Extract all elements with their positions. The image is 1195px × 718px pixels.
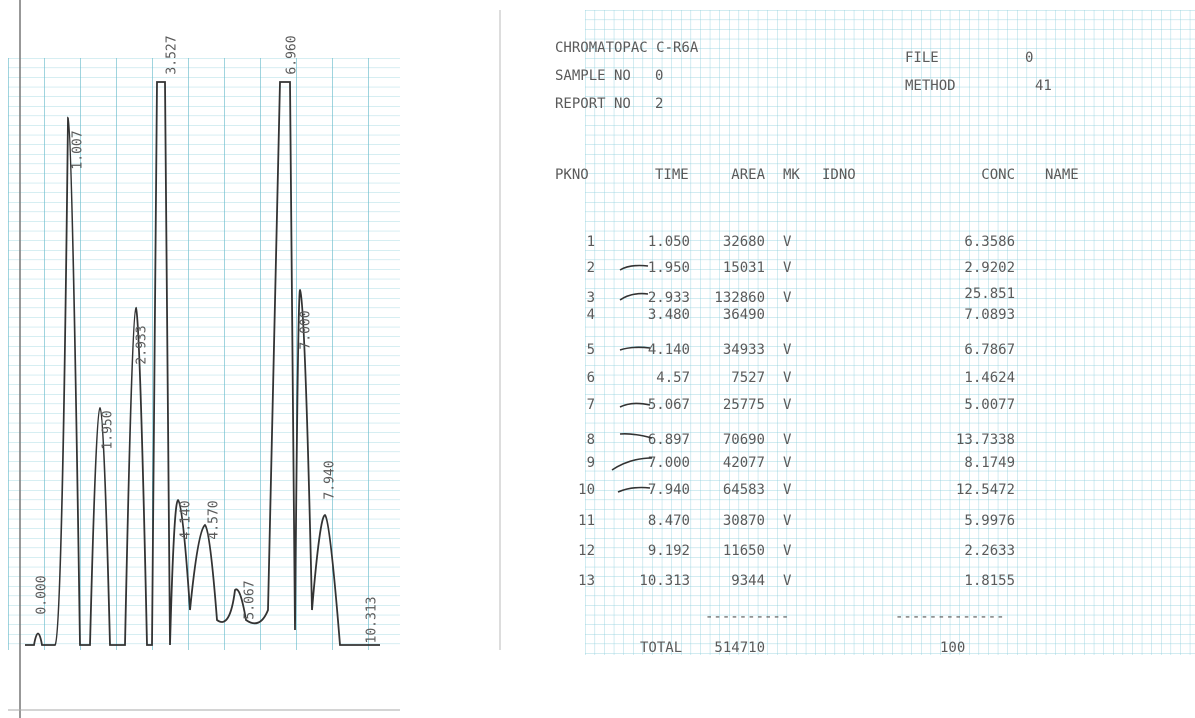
peak-label: 5.067 (243, 580, 258, 619)
area: 7527 (731, 370, 765, 386)
mk: V (783, 573, 792, 589)
peak-label: 7.940 (323, 460, 338, 499)
mk: V (783, 543, 792, 559)
peak-label: 1.007 (71, 130, 86, 169)
peak-label: 4.570 (207, 500, 222, 539)
area: 34933 (723, 342, 765, 358)
conc: 13.7338 (956, 432, 1015, 448)
mk: V (783, 260, 792, 276)
conc: 6.3586 (964, 234, 1015, 250)
time: 8.470 (648, 513, 690, 529)
pkno: 12 (578, 543, 595, 559)
conc: 5.0077 (964, 397, 1015, 413)
conc: 2.9202 (964, 260, 1015, 276)
area: 30870 (723, 513, 765, 529)
time: 1.950 (648, 260, 690, 276)
area: 132860 (714, 290, 765, 306)
column-header: TIME (655, 167, 689, 183)
mk: V (783, 290, 792, 306)
time: 10.313 (639, 573, 690, 589)
area: 64583 (723, 482, 765, 498)
mk: V (783, 455, 792, 471)
pkno: 9 (587, 455, 595, 471)
time: 4.140 (648, 342, 690, 358)
pkno: 13 (578, 573, 595, 589)
conc: 2.2633 (964, 543, 1015, 559)
sample-label: SAMPLE NO (555, 68, 631, 84)
report-value: 2 (655, 96, 663, 112)
conc: 6.7867 (964, 342, 1015, 358)
file-label: FILE (905, 50, 939, 66)
peak-label: 1.950 (101, 410, 116, 449)
column-header: NAME (1045, 167, 1079, 183)
area-separator: ---------- (705, 609, 789, 625)
area: 11650 (723, 543, 765, 559)
time: 4.57 (656, 370, 690, 386)
conc: 25.851 (964, 286, 1015, 302)
time: 5.067 (648, 397, 690, 413)
total-area: 514710 (714, 640, 765, 656)
peak-label: 10.313 (365, 597, 380, 644)
pkno: 6 (587, 370, 595, 386)
method-label: METHOD (905, 78, 956, 94)
sample-value: 0 (655, 68, 663, 84)
area: 36490 (723, 307, 765, 323)
area: 42077 (723, 455, 765, 471)
column-header: AREA (731, 167, 765, 183)
total-conc: 100 (940, 640, 965, 656)
mk: V (783, 234, 792, 250)
mk: V (783, 342, 792, 358)
time: 6.897 (648, 432, 690, 448)
time: 7.000 (648, 455, 690, 471)
conc: 1.4624 (964, 370, 1015, 386)
mk: V (783, 370, 792, 386)
conc: 1.8155 (964, 573, 1015, 589)
area: 32680 (723, 234, 765, 250)
pkno: 4 (587, 307, 595, 323)
pkno: 2 (587, 260, 595, 276)
time: 7.940 (648, 482, 690, 498)
conc: 7.0893 (964, 307, 1015, 323)
mk: V (783, 397, 792, 413)
total-label: TOTAL (640, 640, 682, 656)
peak-label: 7.000 (299, 310, 314, 349)
time: 9.192 (648, 543, 690, 559)
peak-label: 4.140 (179, 500, 194, 539)
area: 9344 (731, 573, 765, 589)
pkno: 8 (587, 432, 595, 448)
peak-label: 3.527 (165, 35, 180, 74)
time: 3.480 (648, 307, 690, 323)
column-header: MK (783, 167, 800, 183)
page: 0.0001.0071.9502.9333.5274.1404.5705.067… (0, 0, 1195, 718)
time: 2.933 (648, 290, 690, 306)
pkno: 11 (578, 513, 595, 529)
peak-label: 2.933 (135, 325, 150, 364)
instrument: CHROMATOPAC C-R6A (555, 40, 699, 56)
report-label: REPORT NO (555, 96, 631, 112)
time: 1.050 (648, 234, 690, 250)
method-value: 41 (1035, 78, 1052, 94)
pkno: 5 (587, 342, 595, 358)
pkno: 1 (587, 234, 595, 250)
pkno: 10 (578, 482, 595, 498)
area: 70690 (723, 432, 765, 448)
column-header: IDNO (822, 167, 856, 183)
mk: V (783, 432, 792, 448)
column-header: CONC (981, 167, 1015, 183)
area: 15031 (723, 260, 765, 276)
peak-label: 6.960 (285, 35, 300, 74)
pkno: 3 (587, 290, 595, 306)
mk: V (783, 513, 792, 529)
conc: 5.9976 (964, 513, 1015, 529)
file-value: 0 (1025, 50, 1033, 66)
pkno: 7 (587, 397, 595, 413)
area: 25775 (723, 397, 765, 413)
mk: V (783, 482, 792, 498)
peak-label: 0.000 (35, 575, 50, 614)
conc: 12.5472 (956, 482, 1015, 498)
conc-separator: ------------- (895, 609, 1005, 625)
conc: 8.1749 (964, 455, 1015, 471)
column-header: PKNO (555, 167, 589, 183)
